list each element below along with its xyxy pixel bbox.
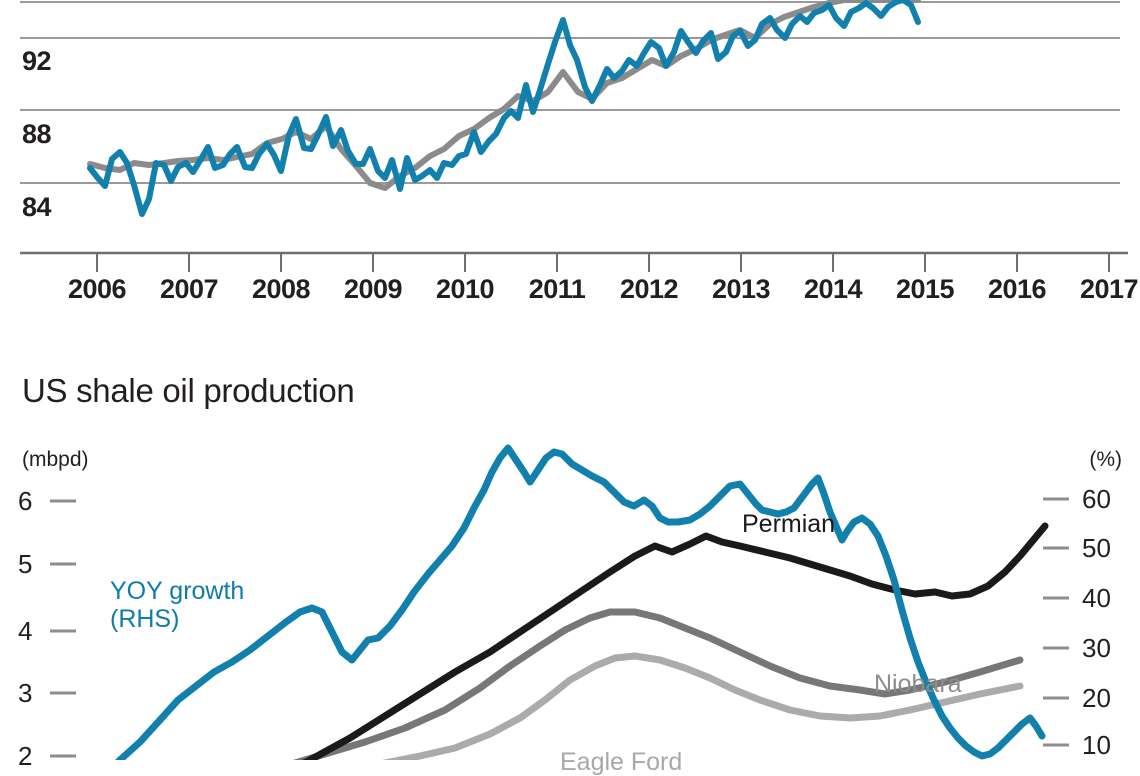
top-chart-x-tickmarks bbox=[96, 253, 1110, 272]
bottom-chart-eagleford-line bbox=[382, 652, 1024, 760]
top-chart-xtick-2009: 2009 bbox=[343, 274, 403, 304]
series-label-eagle-ford: Eagle Ford bbox=[560, 748, 683, 776]
bottom-chart-ytick-60: 60 bbox=[1082, 484, 1111, 514]
bottom-chart-ytick-10: 10 bbox=[1082, 730, 1111, 760]
bottom-chart-ytick-6: 6 bbox=[18, 486, 33, 516]
bottom-chart-right-tickmarks bbox=[1043, 497, 1069, 747]
top-chart-ytick-88: 88 bbox=[22, 119, 52, 149]
top-chart-xtick-2007: 2007 bbox=[159, 274, 219, 304]
bottom-chart: 6 5 4 3 2 60 50 40 30 20 10 YOY growth (… bbox=[0, 360, 1140, 776]
top-chart-xtick-2013: 2013 bbox=[711, 274, 771, 304]
bottom-chart-yoy-line bbox=[115, 444, 1046, 760]
top-chart-xtick-2016: 2016 bbox=[987, 274, 1047, 304]
top-chart-svg bbox=[20, 0, 1128, 272]
bottom-chart-ytick-4: 4 bbox=[18, 616, 33, 646]
series-label-permian: Permian bbox=[742, 510, 836, 538]
series-label-yoy-growth: YOY growth (RHS) bbox=[110, 577, 245, 633]
top-chart-ytick-84: 84 bbox=[22, 192, 52, 222]
bottom-chart-right-unit: (%) bbox=[1089, 448, 1122, 471]
top-chart-xtick-2017: 2017 bbox=[1079, 274, 1139, 304]
series-label-niobara: Niobara bbox=[874, 670, 962, 698]
top-chart-supply-line bbox=[87, 0, 921, 217]
bottom-chart-left-tickmarks bbox=[50, 499, 76, 758]
bottom-chart-ytick-2: 2 bbox=[18, 741, 33, 771]
top-chart-ytick-92: 92 bbox=[22, 46, 52, 76]
top-chart-xtick-2010: 2010 bbox=[435, 274, 495, 304]
bottom-chart-ytick-50: 50 bbox=[1082, 533, 1111, 563]
bottom-chart-ytick-3: 3 bbox=[18, 678, 33, 708]
bottom-chart-niobara-line bbox=[292, 608, 1024, 760]
top-chart-xtick-2011: 2011 bbox=[528, 274, 586, 304]
top-chart-xtick-2014: 2014 bbox=[803, 274, 863, 304]
top-chart-xtick-2015: 2015 bbox=[895, 274, 955, 304]
bottom-chart-ytick-20: 20 bbox=[1082, 683, 1111, 713]
bottom-chart-ytick-40: 40 bbox=[1082, 583, 1111, 613]
bottom-chart-permian-line bbox=[302, 522, 1049, 760]
page-title: US shale oil production bbox=[22, 372, 355, 409]
top-chart: 92 88 84 2006 2007 2008 2009 2010 2011 2… bbox=[0, 0, 1140, 310]
bottom-chart-left-unit: (mbpd) bbox=[22, 448, 89, 471]
top-chart-xtick-2008: 2008 bbox=[251, 274, 311, 304]
top-chart-gridlines bbox=[20, 1, 1120, 184]
bottom-chart-svg bbox=[50, 444, 1069, 760]
top-chart-xtick-2012: 2012 bbox=[619, 274, 679, 304]
bottom-chart-ytick-30: 30 bbox=[1082, 633, 1111, 663]
bottom-chart-ytick-5: 5 bbox=[18, 549, 33, 579]
top-chart-xtick-2006: 2006 bbox=[67, 274, 127, 304]
